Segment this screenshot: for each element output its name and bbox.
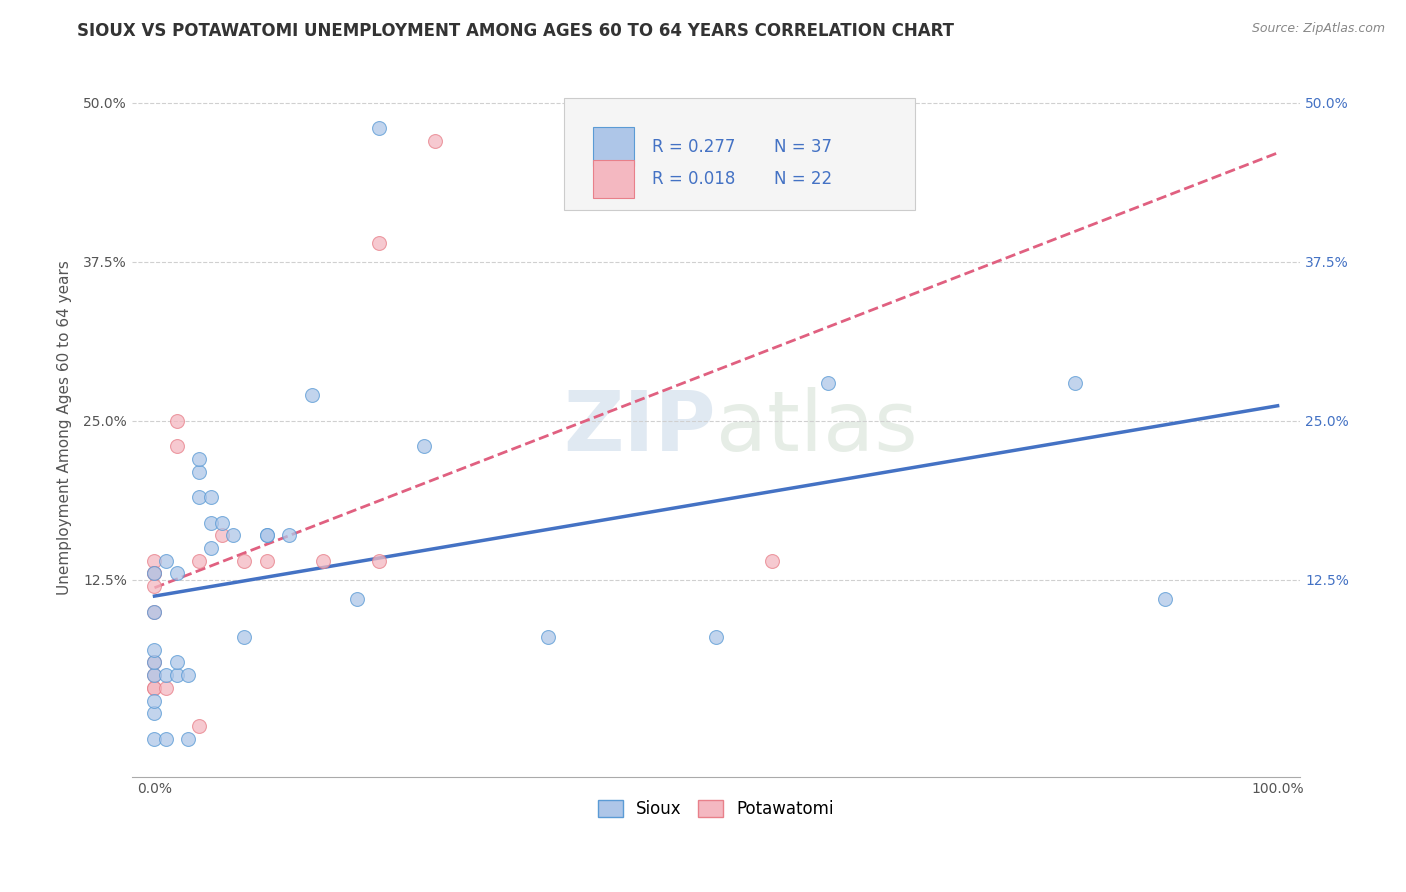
Point	[166, 668, 188, 682]
Point	[256, 528, 278, 542]
Point	[143, 656, 166, 670]
Point	[368, 235, 391, 250]
Point	[155, 681, 177, 695]
Point	[1154, 591, 1177, 606]
Point	[233, 554, 256, 568]
Point	[155, 554, 177, 568]
Point	[211, 516, 233, 530]
Point	[166, 566, 188, 581]
Point	[143, 668, 166, 682]
FancyBboxPatch shape	[564, 98, 915, 211]
FancyBboxPatch shape	[593, 128, 634, 166]
Point	[256, 528, 278, 542]
Point	[256, 554, 278, 568]
Point	[155, 731, 177, 746]
Point	[143, 731, 166, 746]
Point	[143, 566, 166, 581]
Point	[188, 452, 211, 467]
FancyBboxPatch shape	[593, 160, 634, 198]
Point	[278, 528, 301, 542]
Point	[188, 554, 211, 568]
Point	[188, 490, 211, 504]
Text: N = 22: N = 22	[775, 169, 832, 188]
Point	[177, 731, 200, 746]
Point	[200, 490, 222, 504]
Point	[143, 642, 166, 657]
Point	[346, 591, 368, 606]
Legend: Sioux, Potawatomi: Sioux, Potawatomi	[591, 793, 841, 824]
Point	[188, 719, 211, 733]
Point	[143, 681, 166, 695]
Point	[413, 439, 436, 453]
Point	[143, 605, 166, 619]
Point	[425, 134, 447, 148]
Point	[143, 579, 166, 593]
Y-axis label: Unemployment Among Ages 60 to 64 years: Unemployment Among Ages 60 to 64 years	[58, 260, 72, 595]
Point	[143, 566, 166, 581]
Point	[200, 541, 222, 555]
Point	[368, 554, 391, 568]
Point	[233, 630, 256, 644]
Text: N = 37: N = 37	[775, 137, 832, 155]
Point	[222, 528, 245, 542]
Point	[312, 554, 335, 568]
Point	[166, 414, 188, 428]
Point	[200, 516, 222, 530]
Text: atlas: atlas	[716, 386, 918, 467]
Point	[368, 121, 391, 136]
Text: R = 0.277: R = 0.277	[652, 137, 735, 155]
Point	[143, 554, 166, 568]
Text: R = 0.018: R = 0.018	[652, 169, 735, 188]
Text: SIOUX VS POTAWATOMI UNEMPLOYMENT AMONG AGES 60 TO 64 YEARS CORRELATION CHART: SIOUX VS POTAWATOMI UNEMPLOYMENT AMONG A…	[77, 22, 955, 40]
Point	[143, 656, 166, 670]
Point	[177, 668, 200, 682]
Point	[166, 656, 188, 670]
Point	[143, 706, 166, 721]
Text: Source: ZipAtlas.com: Source: ZipAtlas.com	[1251, 22, 1385, 36]
Point	[761, 554, 783, 568]
Point	[143, 693, 166, 707]
Point	[155, 668, 177, 682]
Point	[143, 566, 166, 581]
Text: ZIP: ZIP	[564, 386, 716, 467]
Point	[211, 528, 233, 542]
Point	[817, 376, 839, 390]
Point	[1064, 376, 1087, 390]
Point	[143, 681, 166, 695]
Point	[188, 465, 211, 479]
Point	[143, 668, 166, 682]
Point	[536, 630, 558, 644]
Point	[301, 388, 323, 402]
Point	[704, 630, 727, 644]
Point	[143, 605, 166, 619]
Point	[166, 439, 188, 453]
